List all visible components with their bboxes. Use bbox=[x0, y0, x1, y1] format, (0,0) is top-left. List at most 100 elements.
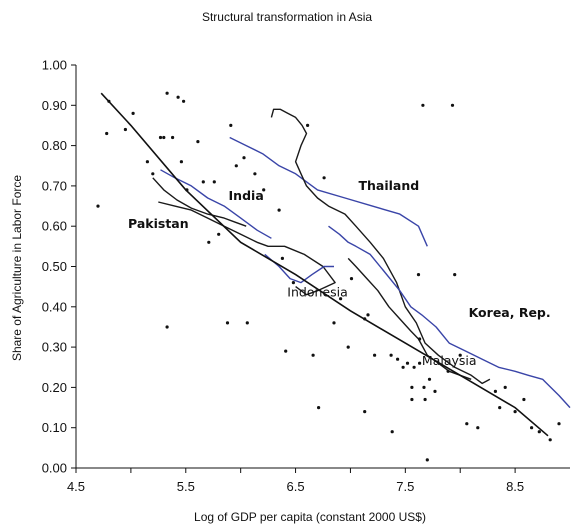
scatter-point bbox=[548, 438, 552, 442]
scatter-point bbox=[171, 135, 175, 140]
plot-area: 0.00 0.10 0.20 0.30 0.40 0.50 0.60 0.70 0.80 0.90… bbox=[42, 58, 571, 494]
series-line bbox=[270, 108, 491, 385]
scatter-point bbox=[433, 389, 437, 393]
scatter-point bbox=[503, 385, 507, 389]
scatter-point bbox=[306, 123, 310, 127]
scatter-point bbox=[229, 123, 233, 127]
scatter-point bbox=[262, 188, 266, 192]
scatter-point bbox=[165, 91, 169, 95]
scatter-point bbox=[196, 140, 200, 144]
scatter-point bbox=[410, 385, 414, 389]
scatter-point bbox=[158, 135, 163, 140]
scatter-point bbox=[179, 160, 183, 164]
scatter-point bbox=[557, 422, 561, 426]
scatter-point bbox=[253, 172, 257, 176]
annotation-label: Indonesia bbox=[287, 285, 347, 300]
scatter-point bbox=[346, 345, 350, 349]
scatter-point bbox=[522, 397, 526, 402]
scatter-point bbox=[401, 365, 405, 369]
scatter-point bbox=[530, 426, 534, 430]
scatter-point bbox=[410, 397, 414, 402]
y-tick-label: 0.90 bbox=[42, 98, 67, 113]
y-tick-label: 0.30 bbox=[42, 340, 67, 355]
scatter-point bbox=[311, 353, 315, 357]
series-line bbox=[158, 201, 336, 296]
scatter-point bbox=[322, 176, 326, 180]
scatter-point bbox=[427, 377, 432, 381]
scatter-point bbox=[105, 131, 109, 136]
y-tick-label: 1.00 bbox=[42, 58, 67, 73]
scatter-point bbox=[162, 135, 166, 140]
series-line bbox=[152, 177, 247, 227]
annotation-label: Malaysia bbox=[422, 353, 477, 368]
scatter-point bbox=[416, 273, 421, 277]
y-tick-label: 0.40 bbox=[42, 299, 67, 314]
scatter-point bbox=[366, 313, 370, 317]
scatter-point bbox=[207, 240, 211, 244]
scatter-point bbox=[465, 422, 469, 426]
scatter-point bbox=[291, 281, 295, 285]
scatter-point bbox=[396, 357, 400, 361]
x-tick-label: 4.5 bbox=[67, 479, 85, 494]
x-tick-label: 8.5 bbox=[506, 479, 524, 494]
scatter-point bbox=[280, 256, 284, 260]
scatter-point bbox=[373, 353, 377, 357]
scatter-point bbox=[165, 325, 169, 329]
y-tick-label: 0.80 bbox=[42, 138, 67, 153]
scatter-point bbox=[363, 410, 367, 414]
x-tick-label: 5.5 bbox=[177, 479, 195, 494]
scatter-point bbox=[151, 172, 155, 176]
scatter-point bbox=[225, 321, 230, 325]
scatter-point bbox=[446, 369, 450, 373]
scatter-point bbox=[405, 361, 410, 365]
scatter-point bbox=[349, 277, 354, 281]
series-line bbox=[264, 253, 334, 284]
scatter-point bbox=[412, 365, 416, 369]
scatter-point bbox=[176, 95, 180, 99]
annotation-label: Thailand bbox=[359, 178, 420, 193]
scatter-point bbox=[107, 99, 111, 103]
scatter-point bbox=[201, 180, 205, 184]
scatter-point bbox=[123, 127, 127, 132]
x-tick-label: 7.5 bbox=[396, 479, 414, 494]
scatter-point bbox=[493, 389, 497, 393]
series-line bbox=[229, 136, 428, 247]
annotation-label: India bbox=[229, 188, 264, 203]
scatter-point bbox=[284, 349, 288, 353]
scatter-point bbox=[513, 410, 517, 414]
scatter-point bbox=[96, 204, 100, 208]
scatter-point bbox=[332, 321, 336, 325]
scatter-point bbox=[418, 361, 422, 365]
scatter-point bbox=[145, 160, 149, 164]
scatter-point bbox=[389, 353, 393, 357]
annotation-label: Korea, Rep. bbox=[469, 305, 551, 320]
fit-line bbox=[100, 92, 549, 437]
y-tick-label: 0.60 bbox=[42, 219, 67, 234]
scatter-point bbox=[277, 208, 281, 212]
y-tick-label: 0.50 bbox=[42, 259, 67, 274]
y-axis-label: Share of Agriculture in Labor Force bbox=[10, 175, 24, 361]
y-tick-label: 0.10 bbox=[42, 420, 67, 435]
annotation-label: Pakistan bbox=[128, 216, 189, 231]
y-tick-label: 0.20 bbox=[42, 380, 67, 395]
scatter-point bbox=[185, 188, 189, 192]
scatter-point bbox=[242, 156, 246, 160]
scatter-point bbox=[422, 385, 426, 389]
scatter-point bbox=[458, 353, 462, 357]
scatter-point bbox=[182, 99, 186, 103]
scatter-point bbox=[131, 111, 135, 115]
scatter-point bbox=[537, 430, 541, 434]
scatter-point bbox=[234, 164, 238, 168]
scatter-point bbox=[418, 337, 422, 341]
scatter-point bbox=[217, 232, 221, 236]
y-tick-label: 0.00 bbox=[42, 461, 67, 476]
scatter-point bbox=[498, 406, 502, 410]
x-tick-label: 6.5 bbox=[287, 479, 305, 494]
scatter-point bbox=[339, 297, 343, 301]
series-line bbox=[328, 225, 571, 409]
scatter-point bbox=[363, 317, 367, 321]
scatter-point bbox=[476, 426, 480, 430]
x-axis-label: Log of GDP per capita (constant 2000 US$… bbox=[194, 510, 426, 524]
scatter-point bbox=[212, 180, 216, 184]
